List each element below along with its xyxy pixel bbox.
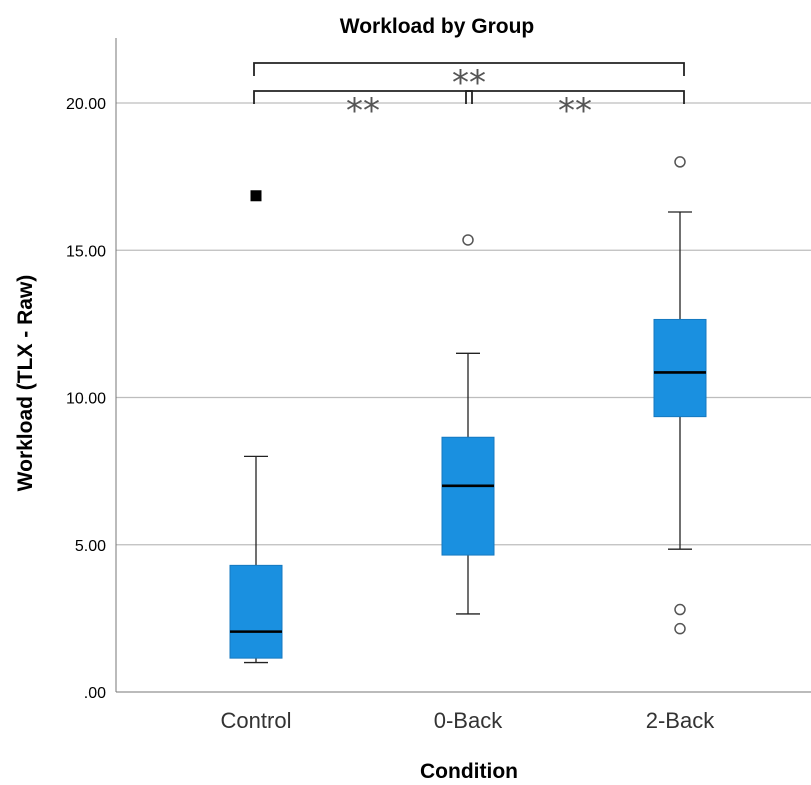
box-series (229, 156, 707, 664)
significance-label: ** (452, 63, 486, 103)
y-axis-ticks: .00 5.00 10.00 15.00 20.00 (66, 96, 106, 702)
iqr-box (229, 564, 283, 659)
x-axis-title: Condition (420, 760, 518, 783)
outlier-point (674, 603, 686, 616)
y-tick-label: .00 (84, 685, 106, 702)
extreme-point (250, 190, 262, 202)
y-tick-label: 20.00 (66, 96, 106, 113)
gridlines (116, 102, 811, 546)
y-tick-label: 5.00 (75, 538, 106, 555)
significance-label: ** (346, 91, 380, 131)
outlier-point (674, 156, 686, 168)
significance-brackets: ** ** ** (253, 62, 685, 131)
x-tick-label: 2-Back (646, 708, 715, 733)
bracket-line (465, 90, 685, 104)
outlier-point (462, 234, 474, 246)
significance-bracket: ** (253, 90, 473, 131)
x-axis-ticks: Control 0-Back 2-Back (221, 708, 716, 733)
iqr-box (441, 436, 495, 556)
bracket-line (253, 62, 685, 76)
iqr-box (653, 318, 707, 418)
outlier-point (674, 622, 686, 635)
chart-title: Workload by Group (340, 15, 534, 38)
significance-label: ** (558, 91, 592, 131)
box-0-back (441, 234, 495, 615)
bracket-line (253, 90, 473, 104)
y-axis-title: Workload (TLX - Raw) (14, 275, 37, 492)
y-tick-label: 10.00 (66, 391, 106, 408)
box-control (229, 190, 283, 664)
x-tick-label: Control (221, 708, 292, 733)
x-tick-label: 0-Back (434, 708, 503, 733)
box-2-back (653, 156, 707, 635)
y-tick-label: 15.00 (66, 243, 106, 260)
significance-bracket: ** (253, 62, 685, 103)
significance-bracket: ** (465, 90, 685, 131)
